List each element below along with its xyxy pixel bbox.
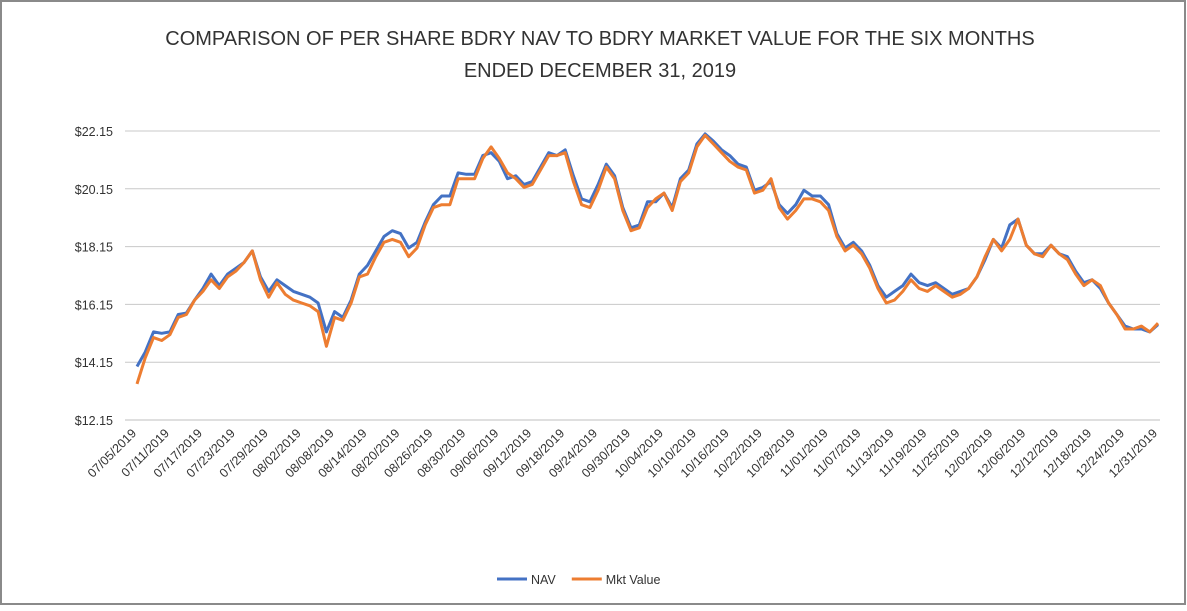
line-series: [135, 133, 1160, 385]
legend-label: NAV: [531, 573, 556, 587]
chart-title: ENDED DECEMBER 31, 2019: [464, 60, 736, 82]
y-tick-label: $16.15: [75, 298, 113, 312]
y-tick-label: $12.15: [75, 414, 113, 428]
chart-title: COMPARISON OF PER SHARE BDRY NAV TO BDRY…: [165, 28, 1034, 50]
y-tick-label: $20.15: [75, 183, 113, 197]
y-tick-label: $22.15: [75, 125, 113, 139]
y-tick-label: $14.15: [75, 356, 113, 370]
legend-label: Mkt Value: [606, 573, 661, 587]
y-tick-label: $18.15: [75, 241, 113, 255]
